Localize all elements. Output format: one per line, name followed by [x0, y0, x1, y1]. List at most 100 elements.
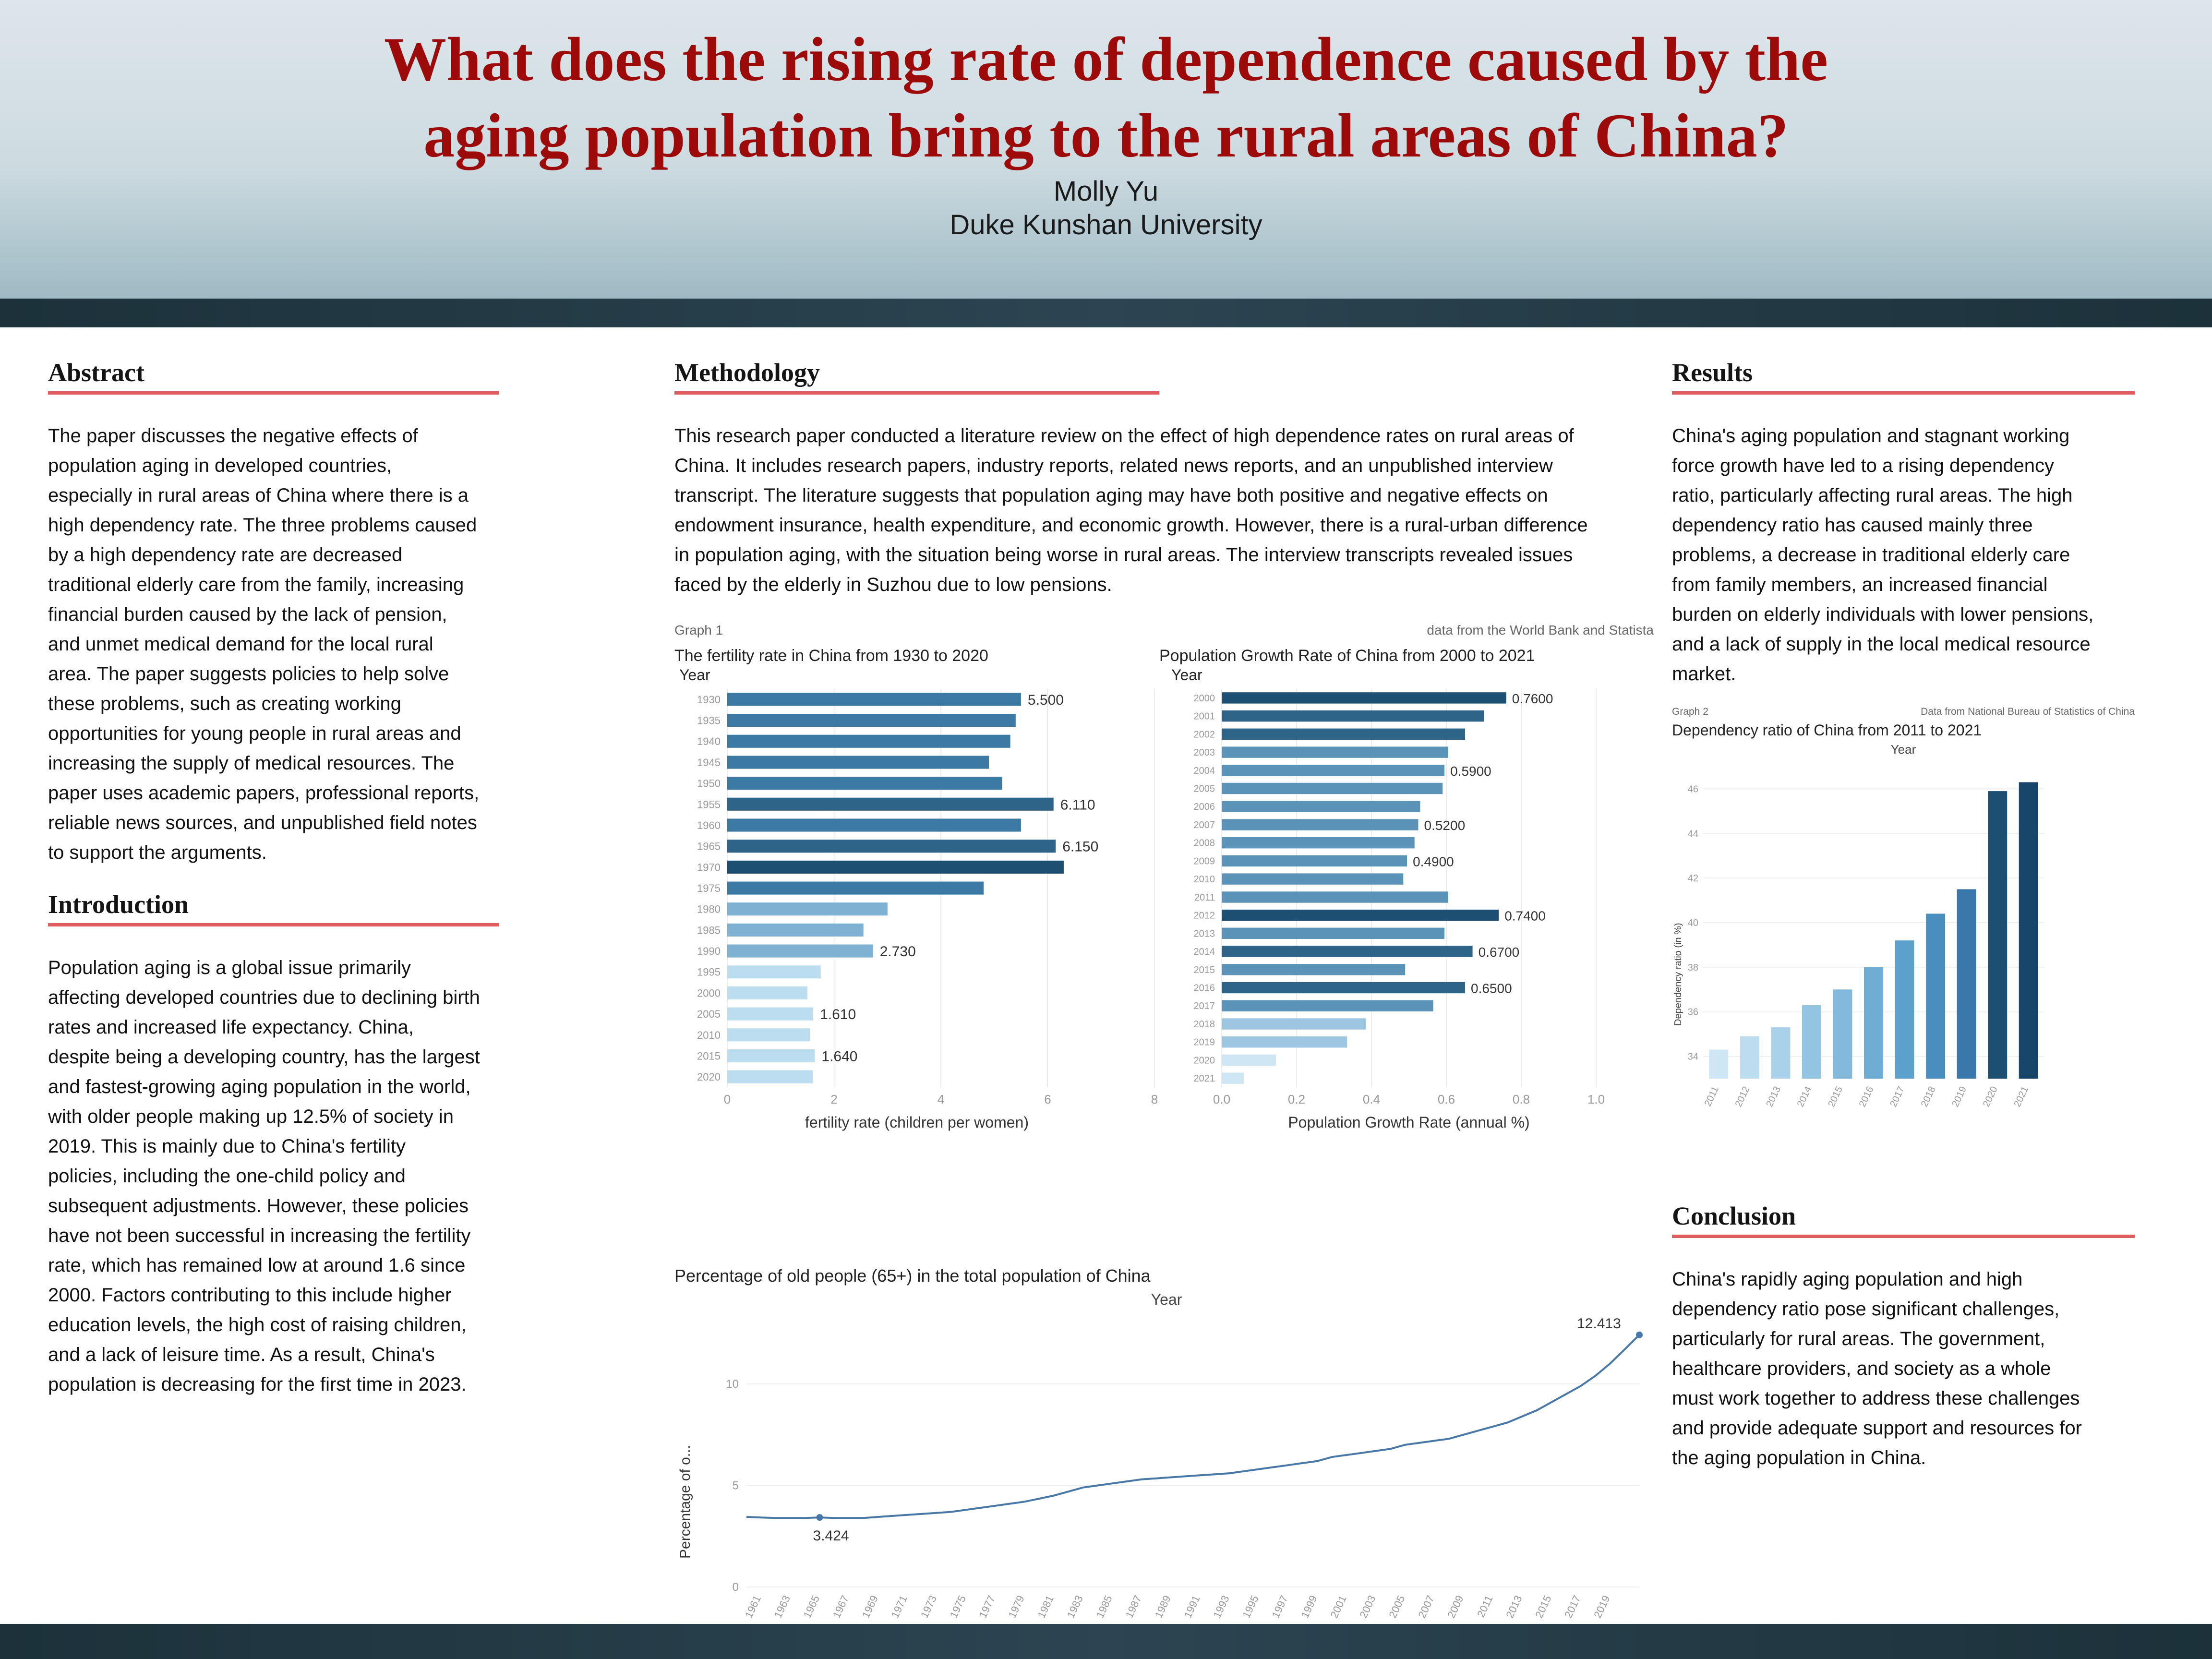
svg-text:1975: 1975 — [948, 1593, 968, 1620]
svg-text:40: 40 — [1688, 918, 1698, 928]
svg-text:2011: 2011 — [1475, 1593, 1495, 1619]
svg-text:6.110: 6.110 — [1060, 797, 1095, 813]
svg-text:2005: 2005 — [697, 1008, 721, 1020]
svg-text:1999: 1999 — [1298, 1593, 1319, 1620]
svg-text:0: 0 — [724, 1092, 731, 1106]
svg-text:2011: 2011 — [1703, 1085, 1721, 1108]
svg-text:2013: 2013 — [1764, 1085, 1783, 1109]
svg-text:1987: 1987 — [1123, 1593, 1143, 1620]
svg-text:0.2: 0.2 — [1288, 1092, 1305, 1106]
svg-text:6.150: 6.150 — [1062, 839, 1098, 854]
svg-text:2017: 2017 — [1194, 1001, 1215, 1011]
svg-text:2017: 2017 — [1888, 1085, 1907, 1109]
svg-text:8: 8 — [1151, 1092, 1158, 1106]
svg-text:0.6700: 0.6700 — [1479, 945, 1520, 960]
svg-text:1969: 1969 — [860, 1593, 880, 1620]
svg-text:1973: 1973 — [918, 1593, 939, 1620]
svg-text:2018: 2018 — [1194, 1019, 1215, 1030]
svg-text:4: 4 — [938, 1092, 944, 1106]
svg-text:1983: 1983 — [1064, 1593, 1085, 1620]
svg-text:2016: 2016 — [1194, 983, 1215, 993]
svg-text:2001: 2001 — [1328, 1593, 1348, 1620]
svg-text:0.4: 0.4 — [1363, 1092, 1380, 1106]
svg-text:0.5900: 0.5900 — [1450, 763, 1491, 778]
svg-text:1995: 1995 — [697, 966, 721, 978]
svg-text:1975: 1975 — [697, 882, 721, 894]
svg-text:1.610: 1.610 — [820, 1007, 856, 1022]
svg-text:2005: 2005 — [1194, 783, 1215, 794]
svg-text:2018: 2018 — [1919, 1085, 1938, 1109]
svg-text:5: 5 — [733, 1479, 739, 1492]
svg-text:1980: 1980 — [697, 903, 721, 915]
svg-text:0.6500: 0.6500 — [1471, 981, 1512, 996]
svg-text:0.7600: 0.7600 — [1512, 691, 1553, 706]
svg-text:2015: 2015 — [1533, 1593, 1553, 1620]
svg-text:1950: 1950 — [697, 777, 721, 789]
svg-text:1995: 1995 — [1240, 1593, 1261, 1620]
svg-text:2021: 2021 — [1194, 1073, 1215, 1084]
svg-text:2004: 2004 — [1194, 765, 1215, 776]
svg-text:1967: 1967 — [830, 1593, 851, 1620]
svg-text:2001: 2001 — [1194, 711, 1215, 721]
svg-text:1971: 1971 — [889, 1593, 910, 1620]
svg-text:1930: 1930 — [697, 693, 721, 705]
svg-text:0: 0 — [733, 1581, 739, 1594]
svg-text:1970: 1970 — [697, 861, 721, 873]
svg-text:42: 42 — [1688, 873, 1698, 884]
svg-text:34: 34 — [1688, 1052, 1698, 1062]
svg-text:0.7400: 0.7400 — [1504, 908, 1546, 923]
svg-text:1990: 1990 — [697, 945, 721, 957]
svg-text:2006: 2006 — [1194, 802, 1215, 812]
svg-text:2015: 2015 — [1826, 1085, 1845, 1109]
svg-text:2.730: 2.730 — [880, 944, 916, 960]
svg-text:1991: 1991 — [1181, 1593, 1202, 1620]
svg-text:1963: 1963 — [772, 1593, 793, 1620]
svg-text:2010: 2010 — [697, 1029, 721, 1041]
svg-text:2012: 2012 — [1733, 1085, 1752, 1109]
svg-text:0.8: 0.8 — [1513, 1092, 1530, 1106]
svg-text:10: 10 — [726, 1377, 739, 1390]
svg-text:1945: 1945 — [697, 756, 721, 768]
svg-text:38: 38 — [1688, 962, 1698, 973]
svg-text:36: 36 — [1688, 1007, 1698, 1018]
svg-text:1985: 1985 — [697, 924, 721, 936]
svg-text:1.0: 1.0 — [1587, 1092, 1605, 1106]
svg-text:0.5200: 0.5200 — [1424, 818, 1466, 833]
svg-text:2012: 2012 — [1194, 910, 1215, 921]
svg-text:2010: 2010 — [1194, 874, 1215, 885]
svg-text:1993: 1993 — [1211, 1593, 1231, 1620]
svg-text:2000: 2000 — [1194, 693, 1215, 703]
svg-text:2011: 2011 — [1194, 892, 1215, 902]
svg-text:2002: 2002 — [1194, 729, 1215, 740]
svg-text:2000: 2000 — [697, 987, 721, 999]
svg-text:1960: 1960 — [697, 819, 721, 831]
svg-text:1965: 1965 — [801, 1593, 822, 1620]
svg-text:0.6: 0.6 — [1438, 1092, 1455, 1106]
svg-text:1979: 1979 — [1006, 1593, 1026, 1620]
svg-text:1977: 1977 — [977, 1593, 998, 1620]
svg-text:2003: 2003 — [1194, 747, 1215, 758]
svg-text:1935: 1935 — [697, 714, 721, 726]
svg-text:1997: 1997 — [1269, 1593, 1290, 1620]
svg-text:3.424: 3.424 — [813, 1528, 849, 1544]
svg-text:1961: 1961 — [743, 1593, 763, 1620]
svg-text:44: 44 — [1688, 829, 1698, 839]
svg-text:1981: 1981 — [1035, 1593, 1056, 1620]
svg-text:5.500: 5.500 — [1028, 692, 1064, 708]
svg-text:2020: 2020 — [697, 1071, 721, 1083]
svg-text:1985: 1985 — [1094, 1593, 1114, 1620]
svg-text:2014: 2014 — [1795, 1085, 1814, 1109]
svg-text:2009: 2009 — [1194, 856, 1215, 866]
svg-text:2007: 2007 — [1416, 1593, 1436, 1620]
svg-text:1955: 1955 — [697, 798, 721, 810]
svg-text:2015: 2015 — [697, 1050, 721, 1062]
svg-text:46: 46 — [1688, 784, 1698, 794]
svg-text:2007: 2007 — [1194, 820, 1215, 830]
svg-text:2009: 2009 — [1445, 1593, 1466, 1620]
svg-text:2019: 2019 — [1591, 1593, 1612, 1620]
svg-text:2013: 2013 — [1194, 928, 1215, 939]
svg-text:1989: 1989 — [1152, 1593, 1173, 1620]
svg-text:1940: 1940 — [697, 735, 721, 747]
svg-text:2005: 2005 — [1386, 1593, 1407, 1620]
svg-text:6: 6 — [1044, 1092, 1051, 1106]
